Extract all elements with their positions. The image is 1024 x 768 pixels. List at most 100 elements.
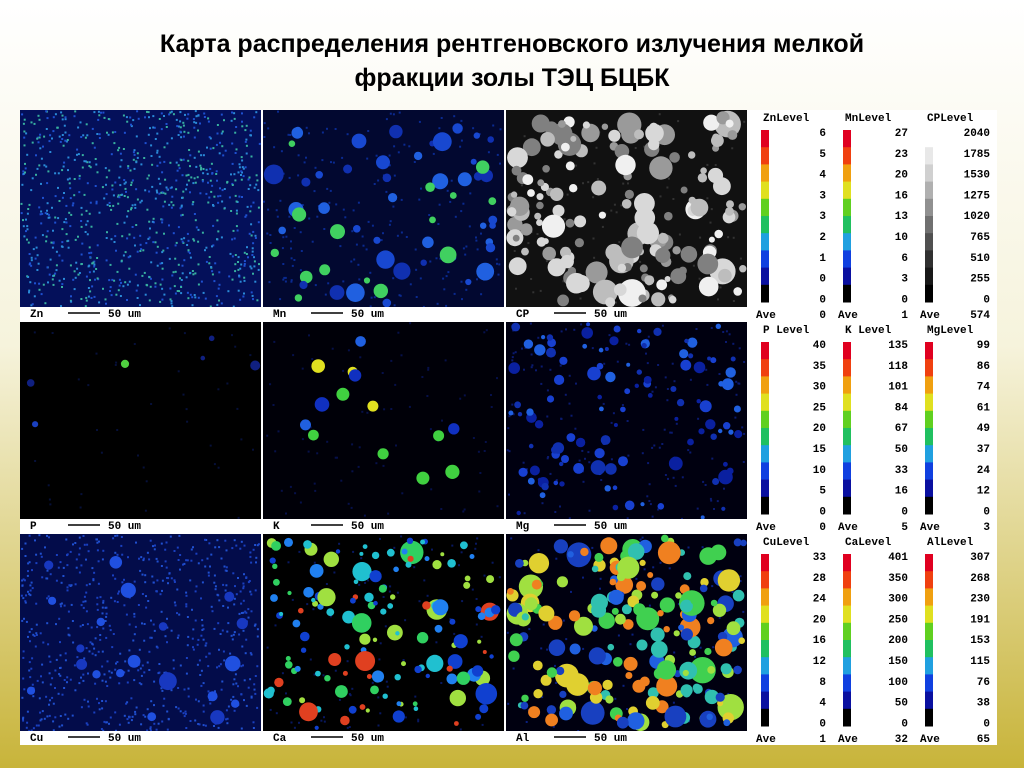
speckle — [215, 295, 218, 298]
speckle — [156, 191, 159, 194]
speckle — [110, 596, 113, 599]
speckle — [233, 237, 236, 240]
particle — [707, 666, 716, 674]
color-swatch — [761, 708, 769, 727]
speckle — [97, 118, 100, 121]
speckle — [329, 615, 332, 618]
speckle — [195, 165, 198, 168]
speckle — [287, 133, 290, 136]
speckle — [85, 299, 88, 302]
speckle — [146, 708, 149, 711]
particle — [511, 322, 521, 332]
speckle — [189, 579, 192, 582]
speckle — [168, 257, 171, 260]
speckle — [249, 555, 252, 558]
level-value: 24 — [813, 594, 827, 606]
speckle — [253, 265, 256, 268]
speckle — [476, 278, 478, 281]
speckle — [229, 652, 232, 655]
particle — [350, 597, 356, 604]
particle — [624, 189, 635, 199]
speckle — [30, 121, 33, 124]
speckle — [196, 176, 199, 179]
speckle — [514, 351, 517, 354]
particle — [524, 597, 538, 611]
particle — [274, 677, 284, 688]
speckle — [739, 580, 742, 583]
speckle — [191, 637, 194, 640]
speckle — [117, 592, 120, 595]
speckle — [199, 192, 202, 195]
particle — [120, 582, 136, 598]
speckle — [83, 698, 86, 701]
particle — [449, 689, 466, 707]
speckle — [254, 280, 257, 283]
speckle — [341, 156, 344, 159]
speckle — [365, 248, 368, 251]
speckle — [156, 149, 159, 152]
speckle — [546, 415, 549, 418]
particle — [285, 656, 291, 661]
color-swatch — [925, 462, 933, 481]
speckle — [588, 509, 591, 512]
speckle — [540, 382, 543, 385]
speckle — [149, 285, 152, 288]
particle — [710, 544, 727, 561]
particle — [420, 539, 426, 545]
speckle — [105, 721, 108, 724]
speckle — [138, 682, 141, 685]
speckle — [120, 159, 123, 162]
particle — [527, 189, 535, 197]
speckle — [244, 652, 247, 655]
particle — [449, 618, 456, 625]
particle — [698, 428, 705, 435]
speckle — [40, 182, 42, 185]
particle — [546, 347, 556, 358]
speckle — [257, 543, 260, 546]
speckle — [562, 280, 565, 283]
speckle — [109, 629, 112, 632]
speckle — [186, 616, 189, 618]
speckle — [77, 273, 80, 276]
speckle — [111, 646, 114, 649]
particle — [434, 624, 443, 633]
speckle — [85, 610, 88, 613]
speckle — [171, 195, 174, 198]
speckle — [530, 278, 533, 280]
speckle — [626, 420, 629, 422]
color-swatch — [761, 479, 769, 498]
particle — [568, 610, 581, 622]
speckle — [168, 224, 170, 227]
speckle — [55, 554, 58, 556]
particle — [534, 212, 542, 220]
speckle — [21, 113, 24, 116]
particle — [556, 576, 569, 588]
speckle — [237, 261, 239, 263]
particle — [552, 204, 565, 217]
speckle — [725, 341, 727, 343]
speckle — [385, 680, 388, 683]
speckle — [39, 213, 42, 216]
speckle — [212, 224, 215, 227]
speckle — [483, 450, 486, 452]
speckle — [184, 712, 187, 715]
speckle — [84, 231, 87, 233]
speckle — [150, 700, 153, 703]
speckle — [46, 597, 49, 600]
color-swatch — [761, 554, 769, 572]
speckle — [59, 140, 62, 143]
ave-value: 5 — [901, 522, 908, 534]
speckle — [426, 395, 429, 397]
speckle — [568, 374, 571, 377]
color-swatch — [843, 130, 851, 148]
speckle — [185, 605, 188, 608]
speckle — [78, 571, 81, 574]
speckle — [247, 686, 250, 689]
particle — [582, 343, 588, 349]
speckle — [61, 693, 64, 696]
speckle — [404, 716, 407, 719]
particle — [680, 599, 693, 613]
speckle — [80, 225, 83, 228]
particle — [429, 216, 436, 224]
